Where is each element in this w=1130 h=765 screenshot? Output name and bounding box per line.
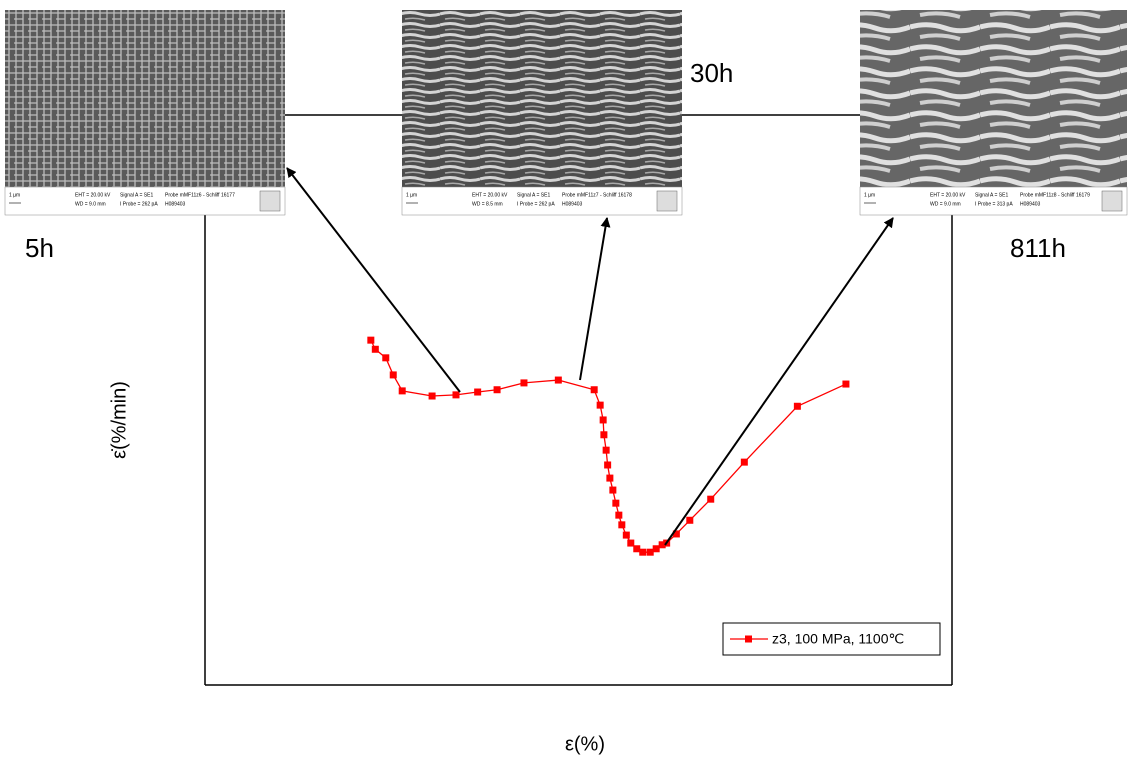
logo — [260, 191, 280, 211]
micrograph-image — [402, 10, 682, 187]
data-point — [794, 403, 801, 410]
scale-bar-label: 1 µm — [864, 192, 875, 198]
info-text: Probe mMF11z6 - Schliff 16177 — [165, 192, 235, 198]
time-label: 811h — [1010, 233, 1066, 263]
data-point — [600, 431, 607, 438]
info-text: I Probe = 262 pA — [120, 201, 158, 207]
info-text: WD = 9.0 mm — [75, 201, 106, 207]
info-text: I Probe = 262 pA — [517, 201, 555, 207]
page: ε(%) ε̇(%/min) 1 µm EHT = 20.00 kV Signal … — [0, 0, 1130, 765]
data-point — [612, 500, 619, 507]
data-point — [591, 386, 598, 393]
logo — [657, 191, 677, 211]
data-point — [520, 379, 527, 386]
data-point — [647, 549, 654, 556]
data-point — [623, 532, 630, 539]
info-text: EHT = 20.00 kV — [75, 192, 111, 198]
data-point — [382, 354, 389, 361]
data-point — [367, 337, 374, 344]
chart: ε(%) ε̇(%/min) 1 µm EHT = 20.00 kV Signal … — [0, 0, 1130, 765]
data-point — [494, 386, 501, 393]
data-point — [686, 517, 693, 524]
info-text: Signal A = SE1 — [120, 192, 153, 198]
data-point — [555, 377, 562, 384]
data-point — [707, 496, 714, 503]
data-point — [399, 387, 406, 394]
data-point — [627, 540, 634, 547]
micrograph-image — [860, 10, 1127, 187]
info-text: Probe mMF11z8 - Schliff 16179 — [1020, 192, 1090, 198]
info-text: H089403 — [165, 201, 186, 207]
logo — [1102, 191, 1122, 211]
info-text: Signal A = SE1 — [975, 192, 1008, 198]
data-point — [372, 346, 379, 353]
info-text: WD = 9.0 mm — [930, 201, 961, 207]
time-label: 5h — [25, 233, 54, 263]
info-text: I Probe = 313 pA — [975, 201, 1013, 207]
series-group — [367, 337, 849, 556]
info-text: EHT = 20.00 kV — [472, 192, 508, 198]
scale-bar-label: 1 µm — [406, 192, 417, 198]
data-point — [452, 391, 459, 398]
data-point — [603, 447, 610, 454]
data-line — [371, 340, 846, 552]
data-point — [429, 393, 436, 400]
legend-label: z3, 100 MPa, 1100℃ — [772, 631, 904, 647]
data-point — [615, 512, 622, 519]
time-label: 30h — [690, 58, 733, 88]
data-point — [604, 461, 611, 468]
data-point — [474, 389, 481, 396]
data-point — [609, 487, 616, 494]
info-text: H089403 — [1020, 201, 1041, 207]
y-axis-label: ε̇(%/min) — [108, 381, 130, 459]
data-point — [842, 381, 849, 388]
info-text: WD = 8.5 mm — [472, 201, 503, 207]
info-text: Signal A = SE1 — [517, 192, 550, 198]
scale-bar-label: 1 µm — [9, 192, 20, 198]
x-axis-label: ε(%) — [565, 733, 605, 755]
legend: z3, 100 MPa, 1100℃ — [723, 623, 940, 655]
data-point — [639, 549, 646, 556]
info-text: EHT = 20.00 kV — [930, 192, 966, 198]
info-text: Probe mMF11z7 - Schliff 16178 — [562, 192, 632, 198]
data-point — [618, 521, 625, 528]
micrographs: 1 µm EHT = 20.00 kV Signal A = SE1 Probe mM… — [5, 10, 1127, 263]
data-point — [606, 475, 613, 482]
arrows — [287, 168, 893, 545]
info-text: H089403 — [562, 201, 583, 207]
micrograph-image — [5, 10, 285, 187]
data-point — [741, 459, 748, 466]
data-point — [597, 402, 604, 409]
data-point — [653, 545, 660, 552]
data-point — [390, 371, 397, 378]
data-point — [600, 416, 607, 423]
data-point — [633, 545, 640, 552]
